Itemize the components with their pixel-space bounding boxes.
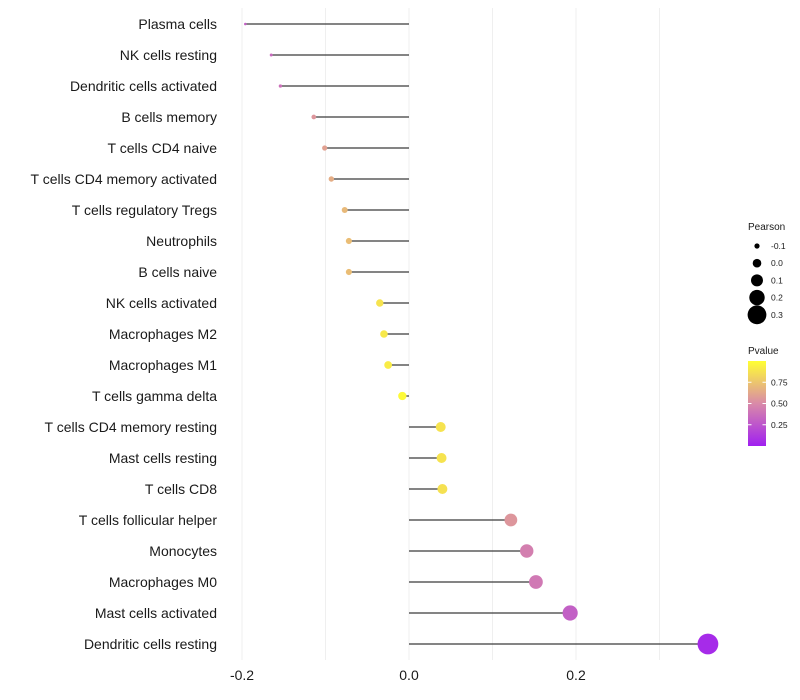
lollipop-point: [376, 299, 384, 307]
size-legend-label: 0.2: [771, 293, 783, 303]
category-label: T cells gamma delta: [92, 388, 217, 404]
x-tick-label: -0.2: [230, 667, 254, 683]
category-label: T cells CD8: [145, 481, 217, 497]
lollipop-point: [278, 84, 283, 88]
lollipop-point: [244, 22, 247, 26]
lollipop-point: [311, 114, 317, 120]
size-legend-key: [747, 305, 767, 325]
stem-layer: [245, 23, 708, 645]
size-legend-key: [751, 274, 763, 287]
category-label: T cells CD4 memory activated: [31, 171, 217, 187]
size-legend-label: 0.0: [771, 258, 783, 268]
color-legend-label: 0.25: [771, 420, 788, 430]
category-label: T cells CD4 memory resting: [45, 419, 217, 435]
lollipop-point: [384, 361, 392, 369]
x-axis-ticks: -0.2 0.0 0.2: [230, 667, 586, 683]
size-legend-label: 0.3: [771, 310, 783, 320]
size-legend: Pearson -0.1 0.0 0.1 0.2 0.3: [747, 222, 786, 325]
size-legend-label: -0.1: [771, 241, 786, 251]
color-legend-label: 0.50: [771, 399, 788, 409]
category-label: T cells follicular helper: [79, 512, 218, 528]
category-label: T cells CD4 naive: [108, 140, 218, 156]
category-label: Macrophages M1: [109, 357, 217, 373]
lollipop-point: [345, 268, 352, 276]
size-legend-key: [752, 258, 762, 268]
x-tick-label: 0.0: [399, 667, 419, 683]
lollipop-point: [562, 605, 578, 621]
category-label: Plasma cells: [138, 16, 217, 32]
category-label: Macrophages M2: [109, 326, 217, 342]
lollipop-point: [345, 237, 352, 245]
lollipop-point: [341, 207, 348, 213]
size-legend-key: [749, 289, 765, 306]
category-label: Mast cells resting: [109, 450, 217, 466]
lollipop-point: [504, 513, 518, 527]
lollipop-point: [398, 391, 407, 401]
category-label: B cells naive: [138, 264, 217, 280]
category-label: B cells memory: [121, 109, 217, 125]
category-label: NK cells resting: [120, 47, 217, 63]
lollipop-point: [436, 453, 447, 463]
category-label: Monocytes: [149, 543, 217, 559]
category-label: Macrophages M0: [109, 574, 217, 590]
lollipop-point: [437, 484, 448, 494]
category-label: Dendritic cells activated: [70, 78, 217, 94]
lollipop-point: [328, 176, 335, 182]
lollipop-point: [322, 145, 328, 151]
category-label: Mast cells activated: [95, 605, 217, 621]
lollipop-point: [435, 422, 446, 432]
category-labels: Plasma cells NK cells resting Dendritic ce…: [31, 16, 218, 652]
category-label: Dendritic cells resting: [84, 636, 217, 652]
lollipop-point: [529, 575, 543, 589]
x-tick-label: 0.2: [566, 667, 586, 683]
color-legend-bar: [748, 361, 766, 446]
lollipop-point: [380, 330, 388, 338]
lollipop-point: [697, 633, 719, 655]
grid-layer: [241, 8, 660, 660]
point-layer: [244, 22, 719, 655]
lollipop-point: [269, 53, 273, 57]
category-label: T cells regulatory Tregs: [72, 202, 217, 218]
size-legend-key: [754, 243, 760, 249]
color-legend-label: 0.75: [771, 377, 788, 387]
category-label: Neutrophils: [146, 233, 217, 249]
color-legend: Pvalue 0.75 0.50 0.25: [748, 346, 788, 446]
size-legend-label: 0.1: [771, 275, 783, 285]
lollipop-point: [520, 544, 534, 558]
color-legend-title: Pvalue: [748, 346, 779, 357]
category-label: NK cells activated: [106, 295, 217, 311]
size-legend-title: Pearson: [748, 222, 785, 233]
